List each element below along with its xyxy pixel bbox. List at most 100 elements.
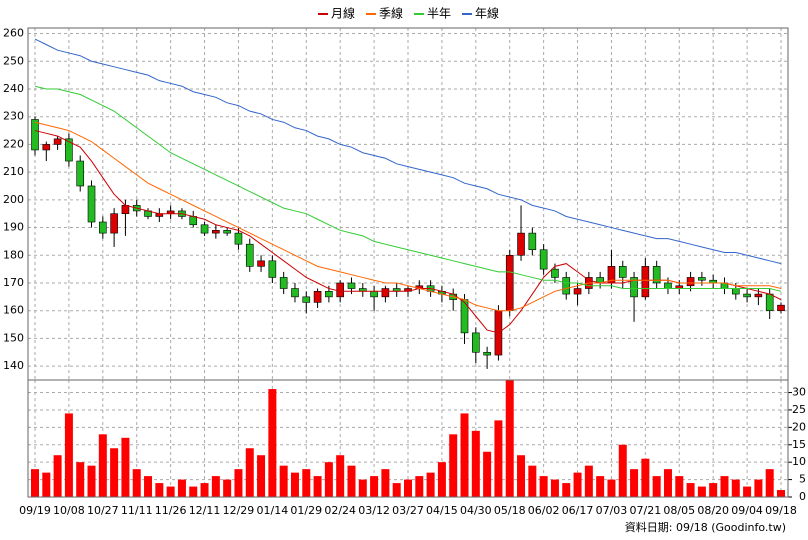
volume-bar (607, 479, 616, 497)
volume-bar (76, 462, 85, 497)
candle-body (42, 144, 51, 151)
candle-body (212, 230, 220, 234)
footer-note: 資料日期: 09/18 (Goodinfo.tw) (625, 520, 786, 534)
x-tick-label: 02/24 (324, 504, 356, 517)
y-tick-label: 260 (3, 27, 24, 40)
candle-body (777, 304, 785, 312)
volume-bar (562, 483, 571, 497)
volume-bar (584, 465, 593, 497)
volume-bar (347, 465, 356, 497)
y-tick-label: 210 (3, 165, 24, 178)
candle-body (743, 293, 751, 298)
candle-body (370, 291, 378, 298)
x-tick-label: 04/30 (460, 504, 492, 517)
y-tick-label: 20 (792, 420, 806, 433)
volume-bar (754, 479, 763, 497)
x-tick-label: 08/05 (663, 504, 695, 517)
candle-body (336, 282, 344, 298)
volume-bar (110, 448, 119, 497)
y-tick-label: 5 (799, 473, 806, 486)
volume-bar (720, 476, 729, 497)
volume-bar (290, 472, 299, 497)
x-tick-label: 11/11 (121, 504, 153, 517)
x-tick-label: 05/18 (494, 504, 526, 517)
candle-body (110, 213, 118, 234)
candle-body (268, 260, 277, 278)
candle-body (562, 277, 571, 295)
volume-bar (234, 469, 243, 497)
candle-body (505, 254, 514, 312)
volume-bar (663, 469, 672, 497)
volume-bar (370, 476, 379, 497)
candle-body (517, 232, 525, 256)
volume-bar (336, 455, 345, 497)
candle-body (121, 205, 130, 215)
ma-line (34, 85, 782, 292)
candle-body (53, 138, 62, 145)
volume-bar (381, 469, 390, 497)
volume-bar (505, 380, 514, 497)
candle-body (245, 243, 254, 267)
candle-body (664, 282, 672, 289)
volume-bar (279, 465, 288, 497)
y-tick-label: 220 (3, 137, 24, 150)
candle-body (347, 282, 356, 289)
x-tick-label: 10/27 (87, 504, 119, 517)
volume-bar (618, 444, 627, 497)
volume-bar (426, 472, 435, 497)
candle-body (234, 232, 243, 245)
candle-body (302, 296, 311, 303)
volume-bar (641, 458, 650, 497)
volume-bar (686, 483, 695, 497)
x-tick-label: 01/29 (290, 504, 322, 517)
legend-label: 半年 (427, 7, 451, 21)
volume-bar (257, 455, 266, 497)
volume-bar (302, 469, 311, 497)
x-tick-label: 10/08 (53, 504, 85, 517)
y-tick-label: 25 (792, 403, 806, 416)
candle-body (31, 119, 39, 151)
x-tick-label: 07/21 (630, 504, 662, 517)
y-tick-label: 0 (799, 490, 806, 503)
volume-bar (404, 479, 412, 497)
volume-bar (415, 476, 424, 497)
volume-bar (765, 469, 774, 497)
volume-bar (494, 420, 503, 497)
volume-bar (223, 479, 232, 497)
volume-bar (539, 476, 548, 497)
candle-body (551, 268, 559, 278)
legend-label: 年線 (475, 6, 499, 21)
candle-body (630, 277, 638, 298)
y-tick-label: 240 (3, 82, 24, 95)
volume-bar (200, 483, 209, 497)
volume-bar (211, 476, 220, 497)
volume-bar (53, 455, 62, 497)
volume-bar (743, 486, 752, 497)
x-tick-label: 08/20 (697, 504, 729, 517)
y-tick-label: 10 (792, 455, 806, 468)
volume-bar (189, 486, 198, 497)
candle-body (573, 288, 582, 295)
candle-body (539, 249, 548, 270)
y-tick-label: 30 (792, 386, 806, 399)
candle-body (652, 266, 661, 284)
x-tick-label: 07/03 (596, 504, 628, 517)
candle-body (641, 266, 650, 298)
volume-bar (166, 486, 175, 497)
x-tick-label: 12/11 (189, 504, 221, 517)
x-tick-label: 09/19 (19, 504, 51, 517)
candle-body (257, 260, 265, 267)
volume-bar (471, 430, 480, 497)
candle-body (291, 288, 299, 298)
volume-bar (528, 465, 537, 497)
volume-bar (460, 413, 469, 497)
ma-line (34, 121, 782, 312)
volume-bar (144, 476, 153, 497)
candle-body (313, 291, 322, 303)
volume-bar (87, 465, 96, 497)
volume-bar (64, 413, 73, 497)
volume-bar (709, 483, 718, 497)
volume-bar (358, 479, 367, 497)
volume-bar (697, 486, 706, 497)
x-tick-label: 11/26 (155, 504, 187, 517)
